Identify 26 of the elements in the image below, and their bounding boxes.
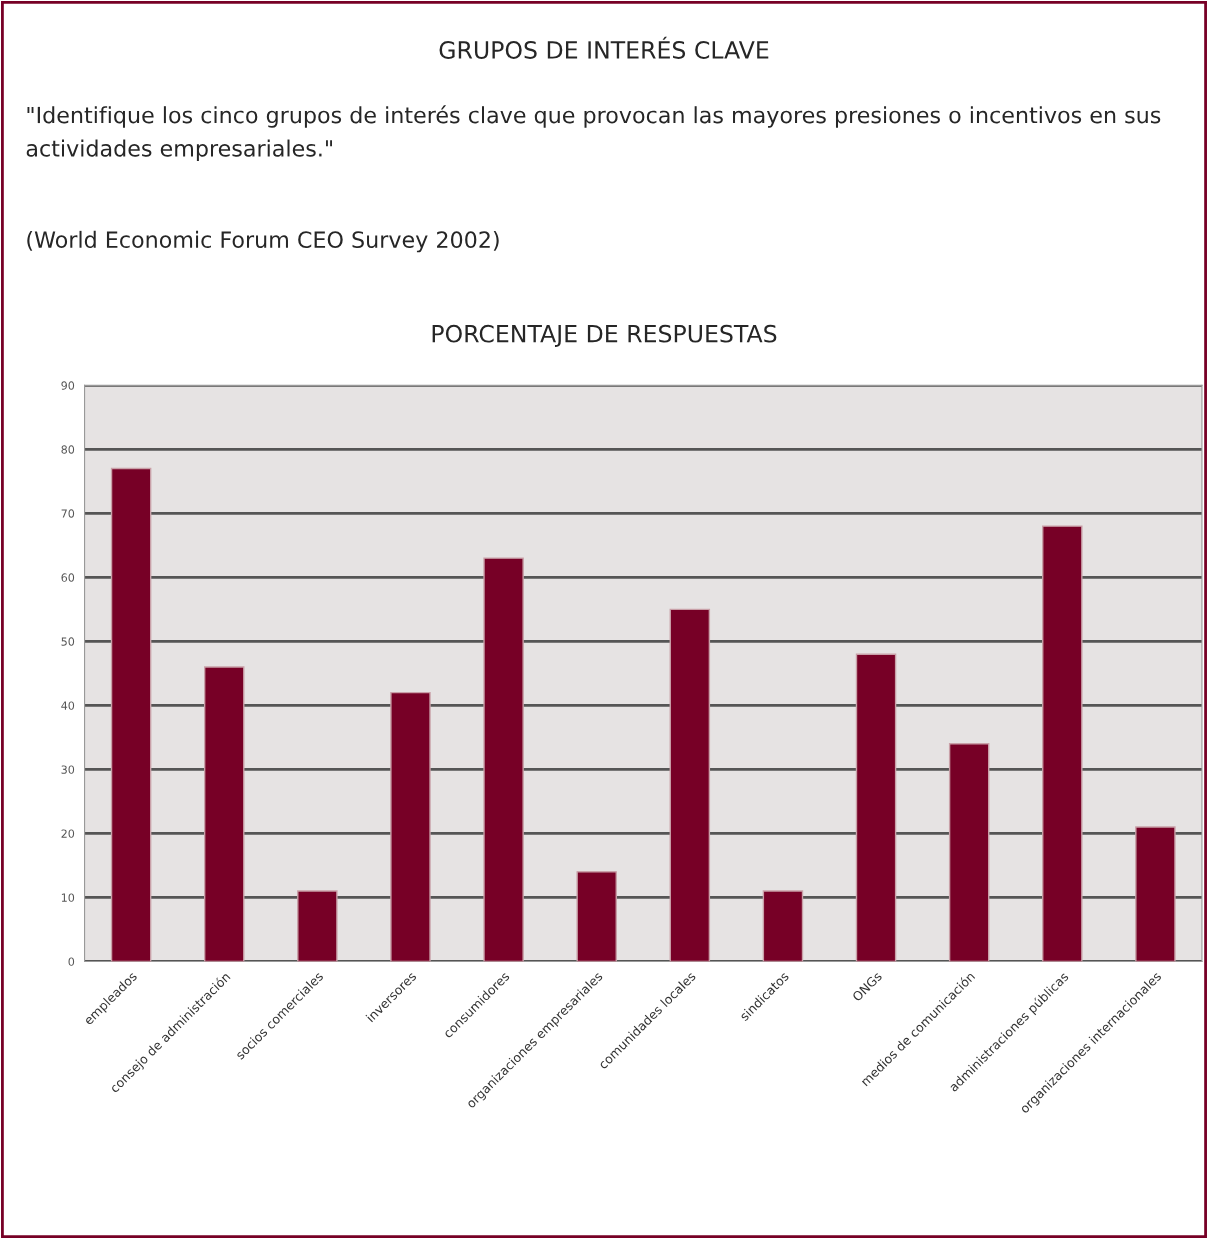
bar xyxy=(390,691,431,962)
bar xyxy=(855,653,897,962)
y-tick-label: 30 xyxy=(61,765,75,774)
chart-subtitle: "Identifique los cinco grupos de interés clave que provocan las mayores presiones o incentivos en sus actividades empresariales." xyxy=(26,105,1161,162)
bar xyxy=(669,608,711,962)
bar xyxy=(110,467,152,962)
bar xyxy=(483,557,524,962)
chart-title: GRUPOS DE INTERÉS CLAVE xyxy=(439,36,769,59)
y-tick-label: 10 xyxy=(61,893,75,902)
y-tick-label: 40 xyxy=(61,701,75,710)
bar xyxy=(203,666,245,962)
bar xyxy=(576,871,617,962)
bar xyxy=(1042,525,1083,962)
bar xyxy=(948,743,990,962)
bar xyxy=(762,890,804,962)
bar xyxy=(1135,826,1176,962)
text: PORCENTAJE DE RESPUESTAS xyxy=(432,324,777,348)
y-tick-label: 20 xyxy=(61,829,75,838)
y-tick-label: 0 xyxy=(68,957,75,966)
text: (World Economic Forum CEO Survey 2002) xyxy=(27,230,499,253)
y-tick-label: 50 xyxy=(61,637,75,646)
y-tick-label: 70 xyxy=(61,509,75,518)
y-tick-label: 80 xyxy=(61,445,75,454)
bar xyxy=(297,890,338,962)
y-tick-label: 90 xyxy=(61,381,75,390)
y-tick-label: 60 xyxy=(61,573,75,582)
